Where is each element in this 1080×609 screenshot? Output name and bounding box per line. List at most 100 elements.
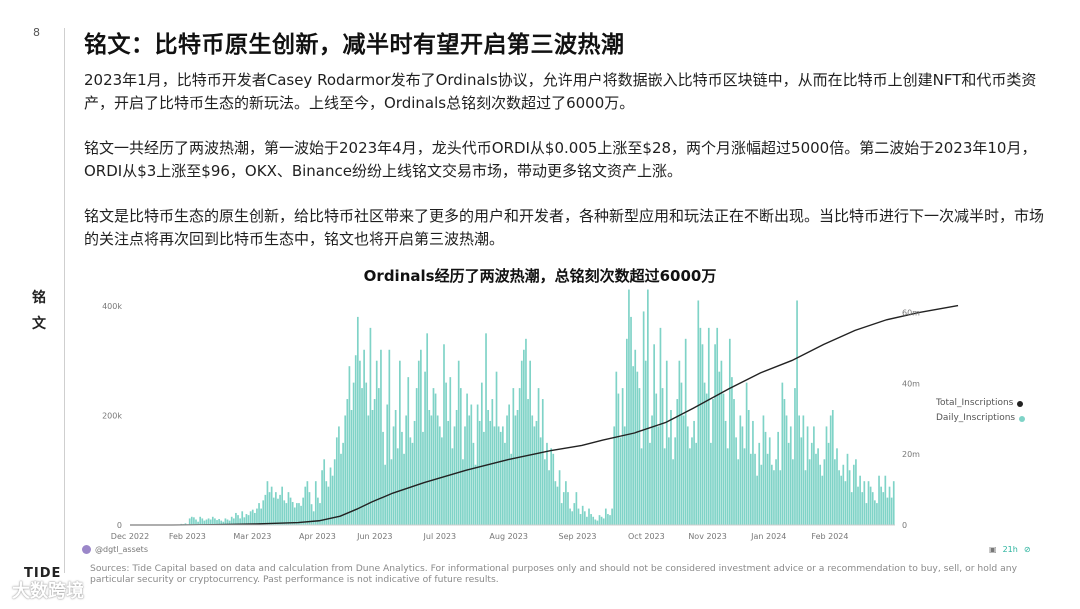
age-badge: 21h: [1002, 545, 1018, 554]
daily-bar: [214, 518, 216, 525]
chart-tick-labels: 0 200k 400k 0 20m 40m 60m Dec 2022 Feb 2023 Mar 2…: [102, 302, 920, 541]
daily-bar: [388, 349, 391, 525]
daily-bar: [220, 520, 223, 525]
daily-bar: [392, 426, 395, 525]
daily-bar: [834, 459, 836, 525]
daily-bar: [291, 502, 294, 525]
x-tick-label: Jun 2023: [356, 532, 392, 541]
daily-bar: [361, 388, 363, 525]
daily-bar: [747, 410, 750, 525]
refresh-status: ▣ 21h ⊘: [989, 545, 1031, 554]
daily-bar: [256, 508, 258, 525]
camera-icon[interactable]: ▣: [989, 545, 997, 554]
daily-bar: [338, 426, 340, 525]
daily-bar: [623, 426, 626, 525]
daily-bar: [314, 481, 317, 525]
daily-bar: [365, 382, 368, 525]
daily-bar: [478, 420, 481, 525]
daily-bar: [289, 497, 292, 525]
daily-bar: [653, 344, 655, 525]
daily-bar: [550, 448, 553, 525]
daily-bar: [512, 388, 515, 525]
daily-bar: [815, 453, 817, 525]
daily-bar: [401, 431, 403, 525]
total-line: [130, 304, 959, 526]
daily-bar: [712, 399, 714, 525]
left-tick-label: 200k: [102, 411, 122, 420]
daily-bar: [731, 377, 733, 525]
daily-bar: [514, 415, 517, 525]
daily-bar: [689, 448, 691, 525]
daily-bar: [354, 355, 357, 525]
daily-bar: [508, 404, 510, 525]
daily-bar: [625, 338, 628, 525]
daily-bar: [493, 426, 496, 525]
daily-bar: [346, 399, 349, 525]
daily-bar: [405, 415, 407, 525]
daily-bar: [638, 388, 641, 525]
daily-bar: [611, 508, 613, 525]
daily-bar: [390, 459, 393, 525]
daily-bar: [409, 437, 412, 525]
daily-bar: [422, 431, 424, 525]
daily-bar: [348, 366, 351, 525]
daily-bar: [876, 503, 878, 525]
x-tick-label: Nov 2023: [688, 532, 727, 541]
chart-credit[interactable]: @dgtl_assets: [82, 545, 148, 554]
daily-bar: [636, 371, 639, 525]
daily-bar: [428, 410, 431, 525]
daily-bar: [871, 492, 874, 525]
daily-bar: [724, 420, 727, 525]
daily-bar: [386, 404, 389, 525]
daily-bar: [344, 415, 347, 525]
daily-bar: [884, 475, 887, 525]
daily-bar: [193, 517, 195, 525]
daily-bar: [523, 349, 525, 525]
daily-bar: [226, 519, 229, 525]
daily-bar: [569, 508, 571, 525]
daily-bar: [457, 360, 460, 525]
daily-bar: [565, 481, 567, 525]
daily-bar: [792, 459, 794, 525]
daily-bar: [825, 426, 828, 525]
daily-bar: [844, 481, 847, 525]
daily-bar: [836, 448, 838, 525]
daily-bar: [880, 486, 882, 525]
daily-bar: [829, 415, 832, 525]
daily-bar: [588, 508, 590, 525]
daily-bar: [562, 492, 565, 525]
daily-bar: [728, 338, 731, 525]
daily-bar: [867, 481, 870, 525]
daily-bar: [224, 518, 227, 525]
daily-bar: [335, 437, 338, 525]
daily-bar: [300, 505, 302, 525]
daily-bar: [827, 442, 830, 525]
daily-bar: [424, 371, 426, 525]
daily-bar: [672, 459, 674, 525]
daily-bar: [878, 475, 880, 525]
daily-bar: [302, 497, 305, 525]
daily-bar: [556, 486, 559, 525]
daily-bar: [840, 475, 843, 525]
daily-bar: [680, 382, 683, 525]
daily-bar: [756, 475, 758, 525]
daily-bar: [678, 360, 681, 525]
daily-bar: [705, 393, 708, 525]
daily-bar: [443, 344, 445, 525]
daily-bar: [668, 437, 670, 525]
daily-bar: [733, 399, 735, 525]
daily-bar: [785, 415, 788, 525]
daily-bar: [548, 470, 550, 525]
daily-bar: [207, 518, 210, 525]
total-inscriptions-line: [130, 304, 959, 526]
daily-bar: [264, 494, 267, 525]
daily-bar: [506, 415, 508, 525]
x-tick-label: Sep 2023: [559, 532, 597, 541]
x-tick-label: Apr 2023: [299, 532, 336, 541]
daily-bar: [771, 464, 773, 525]
daily-bar: [693, 420, 695, 525]
daily-bar: [195, 519, 197, 525]
daily-bar: [218, 518, 220, 525]
daily-bar: [583, 511, 586, 525]
daily-bar: [741, 426, 744, 525]
